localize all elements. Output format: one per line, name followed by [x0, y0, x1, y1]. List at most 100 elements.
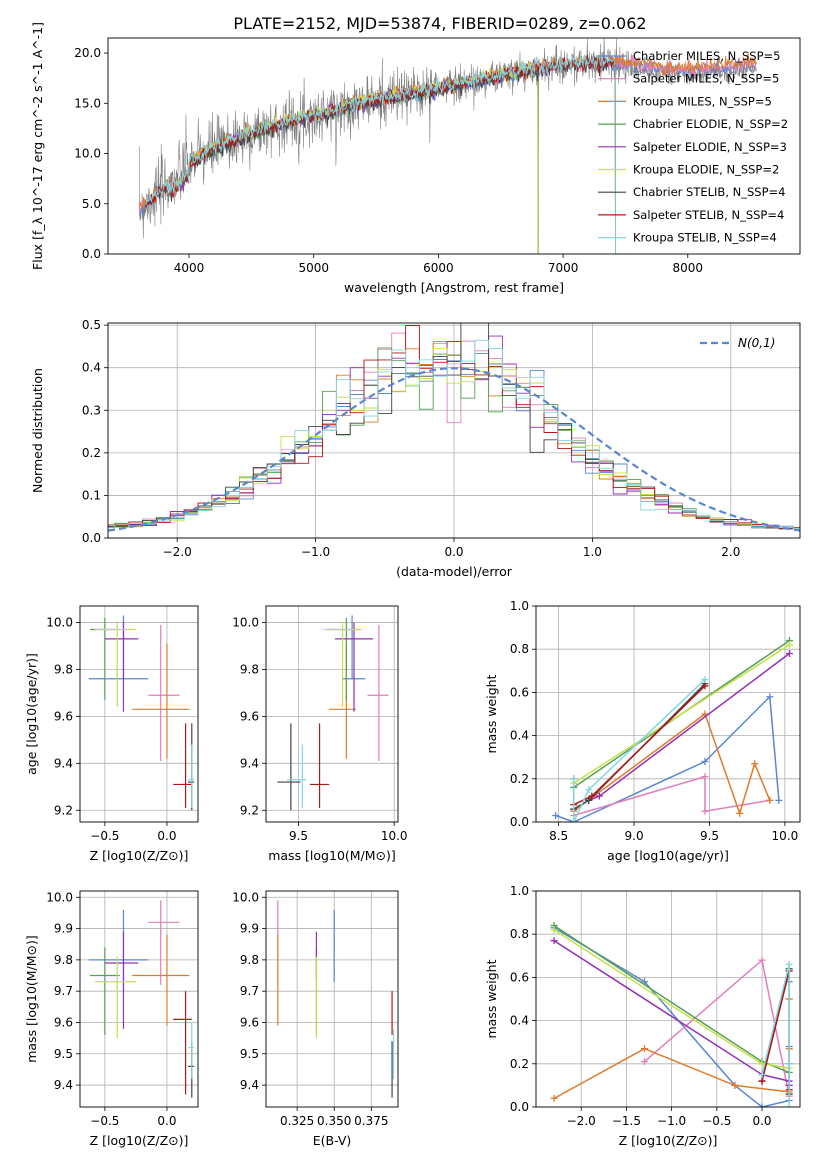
y-axis-label: mass [log10(M/M⊙)] [24, 935, 39, 1063]
residual-histogram [108, 339, 800, 529]
y-axis-label: mass weight [484, 959, 499, 1038]
legend-entry: Chabrier ELODIE, N_SSP=2 [633, 117, 788, 131]
x-tick-label: −0.5 [90, 1114, 119, 1128]
y-tick-label: 9.7 [240, 984, 259, 998]
legend-entry: Kroupa STELIB, N_SSP=4 [633, 231, 777, 245]
plus-marker [775, 796, 783, 804]
residual-histogram [108, 325, 800, 530]
legend-entry: Salpeter MILES, N_SSP=5 [633, 72, 779, 86]
plus-marker [585, 786, 593, 794]
axes-frame [265, 890, 399, 1108]
error-bar-point [173, 723, 192, 808]
y-tick-label: 15.0 [74, 96, 101, 110]
error-bar-point [88, 909, 149, 992]
plus-marker [758, 956, 766, 964]
y-tick-label: 9.8 [240, 953, 259, 967]
legend-entry: Chabrier MILES, N_SSP=5 [633, 49, 780, 63]
plus-marker [550, 1094, 558, 1102]
plus-marker [785, 1103, 793, 1107]
error-bar-point [287, 744, 307, 808]
grid [266, 606, 398, 822]
y-tick-label: 9.5 [54, 1047, 73, 1061]
x-tick-label: 1.0 [583, 545, 602, 559]
mass-weight-line [573, 644, 790, 784]
ticks: −0.5 0.0 9.2 9.4 9.6 9.8 10.0 [46, 615, 176, 843]
y-tick-label: 0.8 [510, 927, 529, 941]
y-tick-label: 9.7 [54, 984, 73, 998]
residual-histogram-panel: −2.0 −1.0 0.0 1.0 2.0 0.0 0.1 0.2 0.3 0.4 0.5 (data… [30, 318, 801, 579]
y-tick-label: 10.0 [74, 147, 101, 161]
legend-entry: Kroupa ELODIE, N_SSP=2 [633, 163, 779, 177]
y-tick-label: 0.6 [510, 685, 529, 699]
error-bar-point [104, 931, 139, 1029]
error-bar-point [89, 947, 120, 1035]
grid [80, 891, 198, 1107]
mass-weight-line [572, 683, 706, 811]
error-bar-point [310, 723, 330, 808]
x-tick-label: 7000 [548, 261, 579, 275]
page-title: PLATE=2152, MJD=53874, FIBERID=0289, z=0… [233, 14, 646, 33]
model-spectrum [176, 64, 539, 254]
x-tick-label: 9.5 [700, 829, 719, 843]
legend-entry: N(0,1) [738, 336, 775, 350]
legend: N(0,1) [700, 336, 775, 350]
error-bar-point [367, 624, 389, 761]
axes-frame [265, 605, 399, 823]
y-tick-label: 10.0 [232, 615, 259, 629]
plus-marker [758, 1071, 766, 1079]
y-tick-label: 9.4 [240, 756, 259, 770]
plus-marker [766, 796, 774, 804]
ticks: −2.0 −1.0 0.0 1.0 2.0 0.0 0.1 0.2 0.3 0.4 0.5 [82, 318, 740, 559]
x-tick-label: 4000 [174, 261, 205, 275]
ticks: 8.5 9.0 9.5 10.0 0.0 0.2 0.4 0.6 0.8 1.0 [510, 599, 798, 843]
x-tick-label: 9.0 [625, 829, 644, 843]
x-tick-label: −2.0 [163, 545, 192, 559]
y-axis-label: mass weight [484, 674, 499, 753]
y-tick-label: 0.0 [510, 815, 529, 829]
normal-curve [107, 367, 801, 532]
y-tick-label: 9.2 [240, 803, 259, 817]
plus-marker [701, 758, 709, 766]
x-axis-label: (data-model)/error [396, 564, 513, 579]
y-tick-label: 9.6 [54, 1015, 73, 1029]
residual-histogram [108, 347, 800, 532]
plus-marker [701, 682, 709, 690]
plus-marker [731, 1081, 739, 1089]
axes-frame [79, 605, 199, 823]
grid [266, 891, 398, 1107]
mass-vs-ebv-panel: 0.325 0.350 0.375 9.4 9.5 9.6 9.7 9.8 9.9 10.0 E(B… [232, 890, 399, 1148]
y-tick-label: 10.0 [232, 890, 259, 904]
x-tick-label: 0.0 [157, 1114, 176, 1128]
error-bar-point [188, 1022, 195, 1079]
y-tick-label: 0.8 [510, 642, 529, 656]
axes-frame [535, 890, 801, 1108]
plus-marker [736, 809, 744, 817]
legend-entry: Kroupa MILES, N_SSP=5 [633, 94, 772, 108]
axes-frame [535, 605, 801, 823]
error-bar-point [173, 991, 192, 1095]
x-axis-label: mass [log10(M/M⊙)] [268, 848, 396, 863]
legend-entry: Salpeter ELODIE, N_SSP=3 [633, 140, 787, 154]
x-tick-label: 0.0 [444, 545, 463, 559]
y-tick-label: 0.4 [510, 1014, 529, 1028]
ticks: 0.325 0.350 0.375 9.4 9.5 9.6 9.7 9.8 9.9 10.0 [232, 890, 388, 1128]
error-bar-point [188, 723, 195, 811]
error-bar-point [104, 622, 139, 712]
x-tick-label: 9.5 [289, 829, 308, 843]
error-bar-point [148, 900, 180, 985]
y-tick-label: 1.0 [510, 599, 529, 613]
y-tick-label: 0.4 [510, 729, 529, 743]
y-tick-label: 0.0 [510, 1100, 529, 1114]
plus-marker [595, 792, 603, 800]
x-tick-label: −0.5 [702, 1114, 731, 1128]
y-tick-label: 0.1 [82, 488, 101, 502]
age-vs-metallicity-panel: −0.5 0.0 9.2 9.4 9.6 9.8 10.0 Z [log10(Z/Z⊙)] ag… [24, 605, 199, 863]
error-bar-point [94, 956, 136, 1039]
x-tick-label: 0.325 [280, 1114, 314, 1128]
y-tick-label: 0.0 [82, 531, 101, 545]
x-tick-label: 2.0 [721, 545, 740, 559]
x-tick-label: 0.350 [317, 1114, 351, 1128]
y-tick-label: 9.9 [54, 922, 73, 936]
error-bar-point [277, 723, 301, 811]
plus-marker [785, 650, 793, 658]
